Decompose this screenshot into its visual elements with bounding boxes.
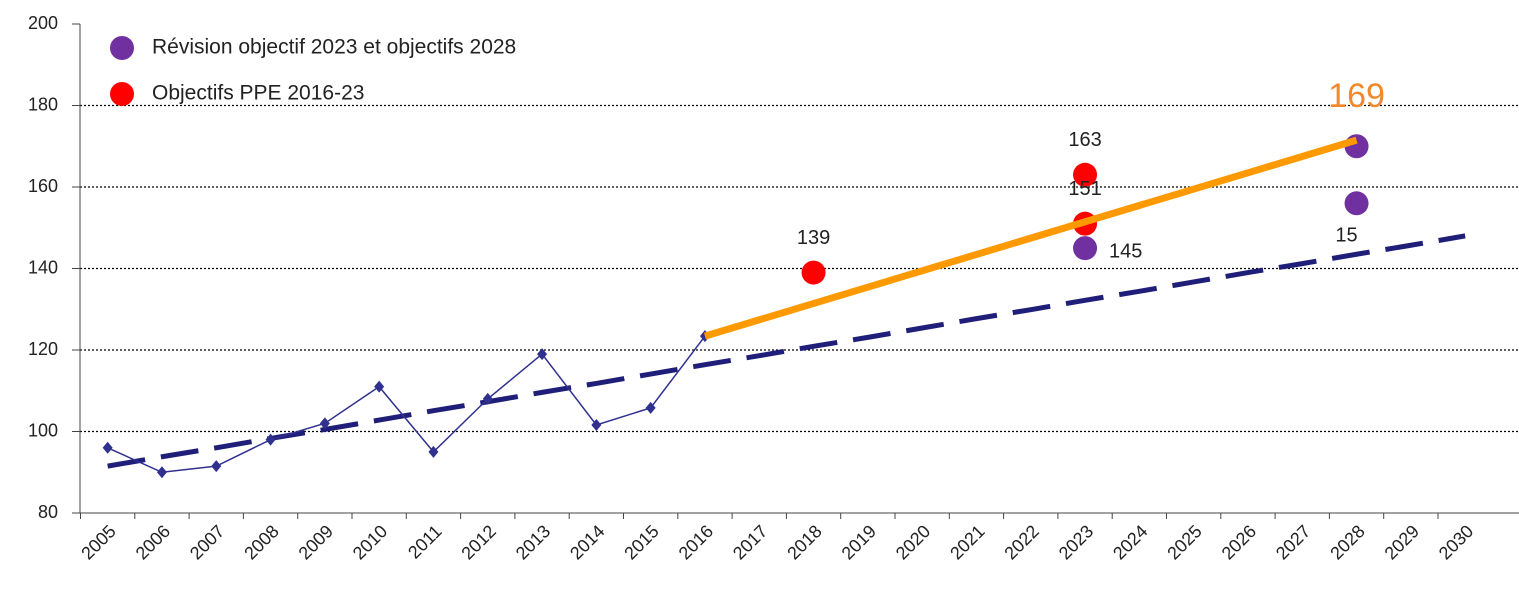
x-tick-label: 2029 [1381,521,1423,563]
x-tick-label: 2013 [512,521,554,563]
x-tick-label: 2012 [457,521,499,563]
x-tick-label: 2007 [186,521,228,563]
x-tick-label: 2030 [1435,521,1477,563]
annotation: 15 [1335,225,1357,247]
x-tick-label: 2009 [295,521,337,563]
x-tick-label: 2005 [77,521,119,563]
series-line [107,233,1466,469]
x-tick-label: 2018 [783,521,825,563]
x-tick-label: 2028 [1326,521,1368,563]
x-tick-label: 2010 [349,521,391,563]
series-line [703,136,1358,340]
x-tick-label: 2006 [132,521,174,563]
data-label: 139 [797,227,830,249]
x-tick-label: 2024 [1109,521,1151,563]
marker [374,380,385,393]
legend-marker [110,36,134,60]
point [1073,236,1098,261]
marker [537,348,548,361]
x-tick-label: 2023 [1055,521,1097,563]
series-line [107,335,706,474]
y-tick-label: 160 [28,176,58,196]
x-tick-label: 2008 [240,521,282,563]
marker [211,460,222,473]
x-tick-label: 2015 [620,521,662,563]
legend-marker [110,82,134,106]
x-tick-label: 2021 [946,521,988,563]
marker [591,418,602,431]
marker [645,401,656,414]
marker [265,433,276,446]
x-tick-label: 2022 [1000,521,1042,563]
x-tick-label: 2011 [404,521,446,563]
point [1073,162,1098,187]
marker [156,466,167,479]
y-tick-label: 100 [28,420,58,440]
annotation: 169 [1328,77,1385,115]
x-tick-label: 2026 [1218,521,1260,563]
y-tick-label: 120 [28,339,58,359]
data-label: 151 [1068,178,1101,200]
x-tick-label: 2016 [675,521,717,563]
data-label: 163 [1068,129,1101,151]
y-tick-label: 140 [28,257,58,277]
marker [102,441,113,454]
legend-label: Révision objectif 2023 et objectifs 2028 [152,36,516,59]
marker [319,417,330,430]
marker [482,392,493,405]
y-tick-label: 80 [38,502,58,522]
legend-label: Objectifs PPE 2016-23 [152,82,364,105]
x-tick-label: 2025 [1163,521,1205,563]
point [801,260,826,285]
x-tick-label: 2014 [566,521,608,563]
x-tick-label: 2019 [838,521,880,563]
point [1344,191,1369,216]
marker [428,445,439,458]
x-tick-label: 2027 [1272,521,1314,563]
x-tick-label: 2020 [892,521,934,563]
data-label: 145 [1109,240,1142,262]
x-tick-label: 2017 [729,521,771,563]
y-tick-label: 200 [28,13,58,33]
y-tick-label: 180 [28,94,58,114]
